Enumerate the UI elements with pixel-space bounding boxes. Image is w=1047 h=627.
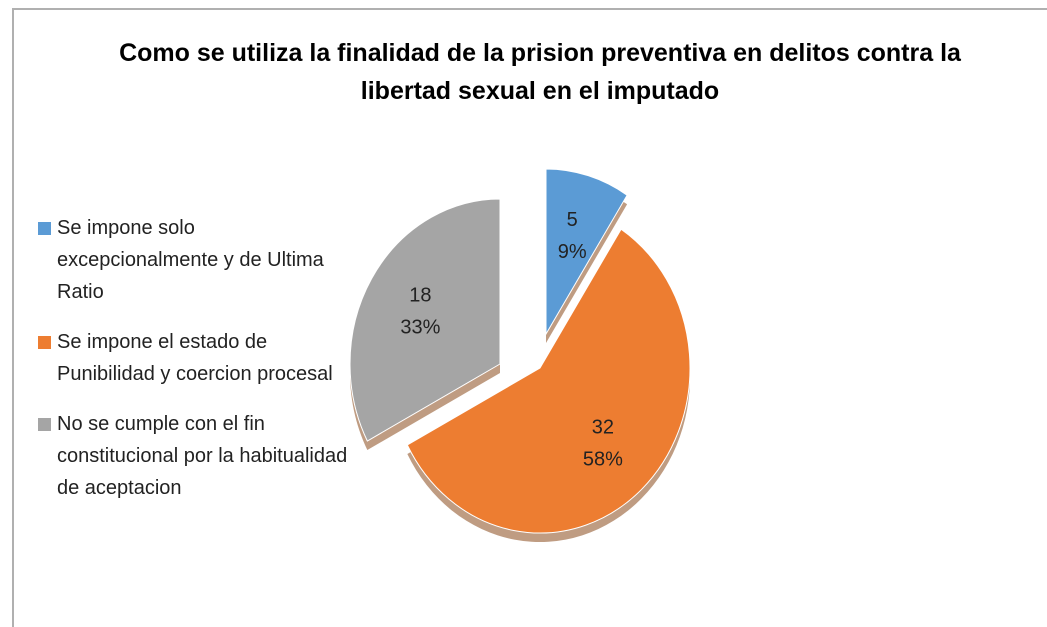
percent-label: 9%	[558, 241, 587, 263]
legend-swatch	[38, 418, 51, 431]
data-label: 5	[567, 209, 578, 231]
legend-item: No se cumple con el fin constitucional p…	[38, 408, 358, 504]
percent-label: 58%	[583, 449, 623, 471]
slice	[349, 198, 501, 442]
legend-item: Se impone el estado de Punibilidad y coe…	[38, 326, 358, 390]
slice	[545, 168, 628, 336]
legend-swatch	[38, 336, 51, 349]
data-label: 32	[592, 417, 614, 439]
legend-label: Se impone solo excepcionalmente y de Ult…	[57, 217, 324, 303]
chart-title: Como se utiliza la finalidad de la prisi…	[119, 39, 961, 105]
legend-label: No se cumple con el fin constitucional p…	[57, 413, 348, 499]
legend-item: Se impone solo excepcionalmente y de Ult…	[38, 212, 358, 308]
slice	[406, 228, 691, 534]
legend-label: Se impone el estado de Punibilidad y coe…	[57, 331, 333, 385]
data-label: 18	[409, 284, 431, 306]
percent-label: 33%	[400, 316, 440, 338]
legend: Se impone solo excepcionalmente y de Ult…	[38, 212, 358, 522]
chart-frame	[12, 8, 1047, 627]
legend-swatch	[38, 222, 51, 235]
